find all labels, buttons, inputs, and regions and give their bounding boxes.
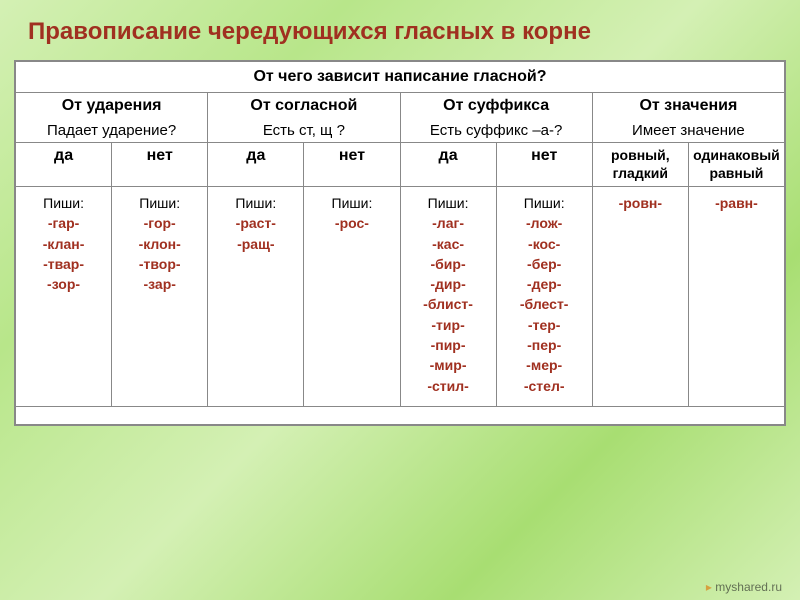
- watermark-icon: ▸: [706, 580, 712, 594]
- col-consonant: От согласной: [208, 93, 400, 120]
- roots-suffix-no: Пиши:-лож--кос--бер--дер--блест--тер--пе…: [496, 187, 592, 407]
- table-row: От ударения От согласной От суффикса От …: [16, 93, 785, 120]
- watermark-text: myshared: [715, 580, 768, 594]
- cell-yes: да: [16, 143, 112, 187]
- empty-footer: [16, 406, 785, 424]
- roots-cons-no: Пиши:-рос-: [304, 187, 400, 407]
- cell-no: нет: [496, 143, 592, 187]
- cell-yes: да: [208, 143, 304, 187]
- col-stress: От ударения: [16, 93, 208, 120]
- roots-stress-no: Пиши:-гор--клон--твор--зар-: [112, 187, 208, 407]
- watermark-suffix: .ru: [768, 580, 782, 594]
- q-meaning: Имеет значение: [592, 119, 784, 143]
- meaning-right: одинаковый равный: [688, 143, 784, 187]
- table-row: да нет да нет да нет ровный, гладкий оди…: [16, 143, 785, 187]
- cell-yes: да: [400, 143, 496, 187]
- roots-cons-yes: Пиши:-раст--ращ-: [208, 187, 304, 407]
- q-consonant: Есть ст, щ ?: [208, 119, 400, 143]
- roots-stress-yes: Пиши:-гар--клан--твар--зор-: [16, 187, 112, 407]
- rules-table: От чего зависит написание гласной? От уд…: [15, 61, 785, 425]
- table-row: Пиши:-гар--клан--твар--зор- Пиши:-гор--к…: [16, 187, 785, 407]
- table-row: [16, 406, 785, 424]
- col-meaning: От значения: [592, 93, 784, 120]
- roots-suffix-yes: Пиши:-лаг--кас--бир--дир--блист--тир--пи…: [400, 187, 496, 407]
- watermark: ▸ myshared.ru: [706, 580, 782, 594]
- q-suffix: Есть суффикс –а-?: [400, 119, 592, 143]
- q-stress: Падает ударение?: [16, 119, 208, 143]
- header-main: От чего зависит написание гласной?: [16, 62, 785, 93]
- col-suffix: От суффикса: [400, 93, 592, 120]
- roots-meaning-right: -равн-: [688, 187, 784, 407]
- cell-no: нет: [112, 143, 208, 187]
- meaning-left: ровный, гладкий: [592, 143, 688, 187]
- table-row: От чего зависит написание гласной?: [16, 62, 785, 93]
- cell-no: нет: [304, 143, 400, 187]
- rules-table-container: От чего зависит написание гласной? От уд…: [14, 60, 786, 426]
- roots-meaning-left: -ровн-: [592, 187, 688, 407]
- page-title: Правописание чередующихся гласных в корн…: [0, 0, 800, 60]
- table-row: Падает ударение? Есть ст, щ ? Есть суффи…: [16, 119, 785, 143]
